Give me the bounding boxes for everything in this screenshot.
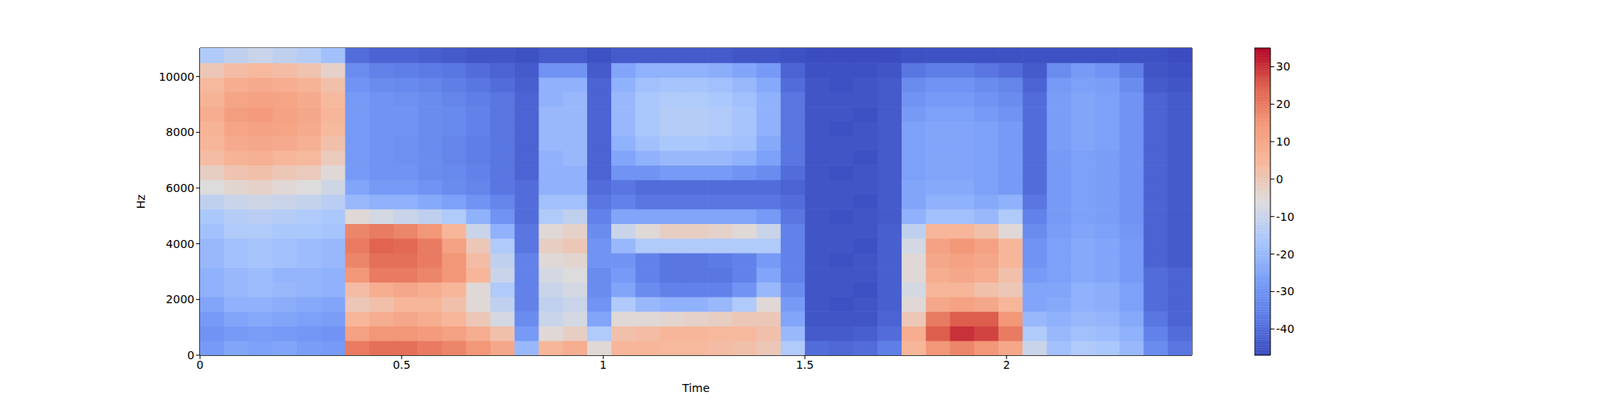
svg-text:2000: 2000 xyxy=(165,292,195,306)
svg-text:-40: -40 xyxy=(1276,322,1295,336)
svg-text:10: 10 xyxy=(1276,135,1291,148)
svg-text:-10: -10 xyxy=(1276,210,1295,224)
svg-text:0: 0 xyxy=(1276,172,1284,186)
svg-text:-30: -30 xyxy=(1276,284,1295,298)
svg-text:0.5: 0.5 xyxy=(392,358,411,372)
svg-text:2: 2 xyxy=(1003,358,1011,372)
svg-text:0: 0 xyxy=(196,358,204,372)
svg-text:Hz: Hz xyxy=(134,194,148,209)
svg-text:10000: 10000 xyxy=(158,70,195,84)
svg-text:1: 1 xyxy=(600,358,608,372)
svg-text:8000: 8000 xyxy=(165,125,195,139)
svg-text:30: 30 xyxy=(1276,60,1291,73)
svg-text:0: 0 xyxy=(187,348,195,362)
svg-text:6000: 6000 xyxy=(165,181,195,195)
svg-text:20: 20 xyxy=(1276,97,1291,111)
svg-text:-20: -20 xyxy=(1276,248,1295,261)
svg-text:4000: 4000 xyxy=(165,237,195,251)
svg-text:1.5: 1.5 xyxy=(796,358,814,372)
svg-text:Time: Time xyxy=(681,381,710,395)
